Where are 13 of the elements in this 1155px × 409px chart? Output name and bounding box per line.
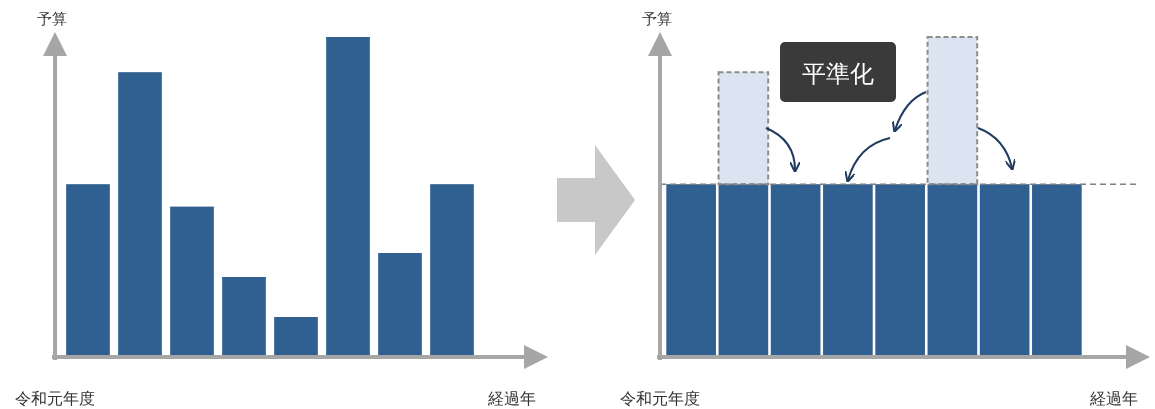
bar (118, 72, 162, 357)
annotation: 平準化 (802, 60, 874, 88)
bar (326, 37, 370, 357)
text: 令和元年度 (620, 389, 700, 408)
x-axis-title: 経過年 (487, 389, 536, 408)
y-axis-title: 予算 (642, 10, 672, 28)
bar (222, 277, 266, 357)
y-axis-title: 予算 (37, 10, 67, 28)
bar (378, 253, 422, 357)
bar (430, 184, 474, 357)
bar (170, 206, 214, 357)
text: 令和元年度 (15, 389, 95, 408)
x-axis-title: 経過年 (1089, 389, 1138, 408)
